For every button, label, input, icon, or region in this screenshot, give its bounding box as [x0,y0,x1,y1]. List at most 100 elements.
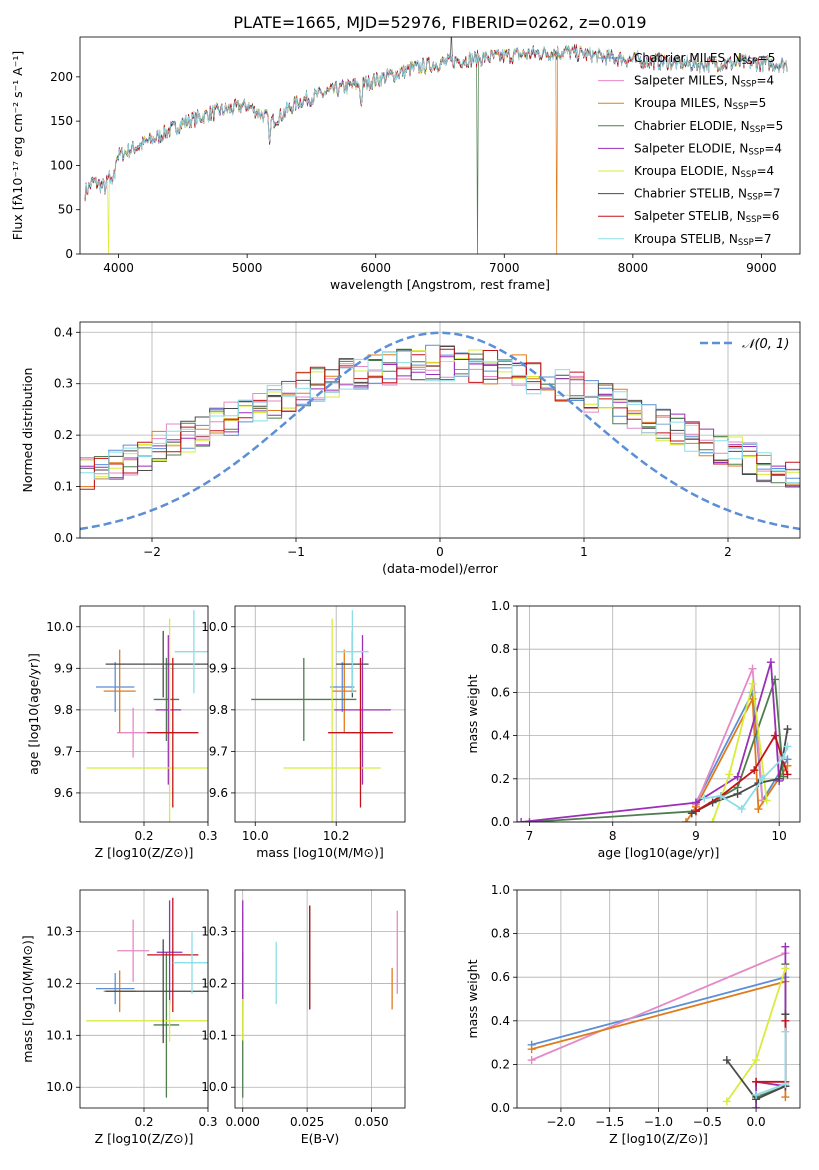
data-point [752,1056,761,1065]
y-tick-label: 50 [58,203,73,217]
data-point [722,1097,731,1106]
y-tick-label: 10.0 [201,1080,228,1094]
y-tick-label: 0.2 [54,428,73,442]
x-tick-label: −0.5 [693,1115,722,1129]
data-point [687,809,696,818]
x-tick-label: −2.0 [546,1115,575,1129]
data-point [758,774,767,783]
y-tick-label: 9.8 [54,703,73,717]
x-tick-label: 7000 [489,261,520,275]
x-tick-label: 9000 [746,261,777,275]
legend-entry: 𝒩(0, 1) [742,337,789,352]
chart-weight-vs-Z: −2.0 −1.5 −1.0 −0.5 0.0 0.0 0.2 0.4 0.6 0.8 1.0 Z [… [465,883,801,1146]
x-tick-label: 1 [580,545,588,559]
series-line [685,695,789,822]
x-tick-label: 6000 [360,261,391,275]
data-point [762,796,771,805]
y-tick-label: 0.4 [491,729,510,743]
x-tick-label: 0.2 [134,829,153,843]
legend-entry: Salpeter STELIB, NSSP=6 [634,209,779,225]
data-point [754,805,763,814]
legend-entry: Chabrier MILES, NSSP=5 [634,51,775,67]
data-point [525,818,534,822]
plot-area [251,610,393,822]
axes-frame [79,321,801,539]
axes-frame [234,889,406,1109]
y-tick-label: 9.9 [209,661,228,675]
series-line [531,976,786,1046]
plot-area [84,37,788,254]
y-tick-label: 10.2 [201,976,228,990]
y-tick-label: 0.0 [54,531,73,545]
chart-weight-vs-age: 7 8 9 10 0.0 0.2 0.4 0.6 0.8 1.0 age [log10(age/yr… [465,599,801,860]
chart-age-vs-Z: 0.2 0.3 9.6 9.7 9.8 9.9 10.0 Z [log10(Z/Z⊙)] age… [26,605,218,860]
data-point [750,766,759,775]
y-tick-label: 10.3 [46,925,73,939]
data-point [752,1104,761,1108]
chart-residuals: −2 −1 0 1 2 0.0 0.1 0.2 0.3 0.4 (data-model)/error… [20,321,801,576]
y-tick-label: 10.3 [201,925,228,939]
x-tick-label: 8 [609,829,617,843]
series-line [531,952,786,1061]
plot-area [86,897,208,1098]
data-point [752,1077,761,1086]
x-tick-label: 10 [772,829,787,843]
x-axis-label: Z [log10(Z/Z⊙)] [609,1131,708,1146]
figure-title: PLATE=1665, MJD=52976, FIBERID=0262, z=0… [233,13,646,32]
y-tick-label: 100 [50,158,73,172]
series-line [755,946,787,1108]
y-tick-label: 150 [50,114,73,128]
x-axis-label: Z [log10(Z/Z⊙)] [95,1131,194,1146]
y-axis-label: mass weight [465,959,480,1038]
data-point [681,818,690,822]
data-point [783,742,792,751]
data-point [779,753,788,762]
spectrum-line [84,44,788,198]
y-tick-label: 0.8 [491,927,510,941]
y-tick-label: 0.3 [54,377,73,391]
x-axis-label: mass [log10(M/M⊙)] [256,845,384,860]
y-tick-label: 0.4 [54,325,73,339]
y-axis-label: Flux [fλ10⁻¹⁷ erg cm⁻² s⁻¹ A⁻¹] [10,51,25,240]
y-axis-label: mass weight [465,674,480,753]
x-axis-label: E(B-V) [301,1131,340,1146]
data-point [517,818,526,822]
y-tick-label: 9.7 [54,744,73,758]
x-tick-label: −1.0 [644,1115,673,1129]
y-axis-label: age [log10(age/yr)] [26,653,41,775]
chart-mass-vs-EBV: 0.000 0.025 0.050 10.0 10.1 10.2 10.3 E(B-V) [201,889,406,1146]
data-point [700,794,709,803]
legend-entry: Salpeter MILES, NSSP=4 [634,74,774,90]
y-tick-label: 0.0 [491,815,510,829]
x-tick-label: 0.0 [747,1115,766,1129]
plot-area [517,658,792,822]
data-point [781,1080,790,1089]
legend-entry: Salpeter ELODIE, NSSP=4 [634,141,782,157]
axes-frame [79,605,209,823]
x-tick-label: 0.3 [198,1115,217,1129]
y-tick-label: 9.9 [54,661,73,675]
histogram-step [80,348,800,490]
y-tick-label: 9.7 [209,744,228,758]
data-point [716,792,725,801]
legend: 𝒩(0, 1) [700,337,789,352]
data-point [722,1056,731,1065]
plot-area [527,942,790,1108]
x-tick-label: 0.025 [290,1115,324,1129]
plot-area [80,331,800,531]
x-tick-label: 9 [692,829,700,843]
plot-area [86,610,208,822]
data-point [781,942,790,951]
data-point [733,772,742,781]
series-line [521,661,781,822]
y-tick-label: 0.4 [491,1014,510,1028]
data-point [779,772,788,781]
y-tick-label: 200 [50,70,73,84]
series-line [755,1031,787,1096]
legend-entry: Chabrier ELODIE, NSSP=5 [634,119,783,135]
y-tick-label: 1.0 [491,599,510,613]
y-tick-label: 9.6 [54,786,73,800]
y-tick-label: 10.0 [46,620,73,634]
y-tick-label: 10.1 [46,1028,73,1042]
